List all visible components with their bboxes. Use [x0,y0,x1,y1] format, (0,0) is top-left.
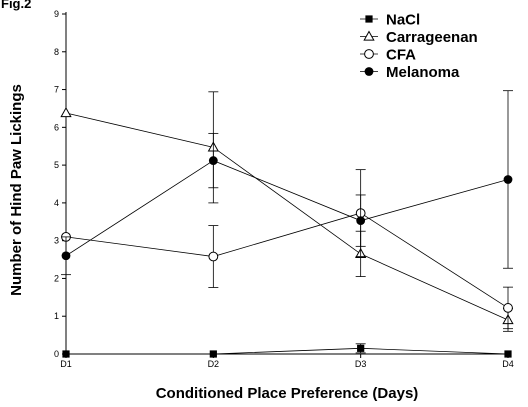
series-line [65,112,509,321]
data-point [62,350,70,358]
data-point [209,350,217,358]
data-point [503,303,513,313]
y-tick-label: 9 [54,9,59,19]
y-tick-label: 6 [54,122,59,132]
y-tick-label: 4 [54,198,59,208]
x-tick-label: D2 [208,359,220,369]
y-tick-label: 1 [54,311,59,321]
series-line [66,347,509,355]
data-point [356,216,366,226]
legend-label: Melanoma [386,64,460,81]
series-nacl [62,343,512,358]
y-tick-label: 0 [54,349,59,359]
data-point [61,251,71,261]
legend-marker [364,67,374,76]
data-point [357,344,365,352]
legend-marker [363,30,375,41]
series-line [65,160,509,257]
data-point [208,156,218,165]
y-tick-label: 7 [54,85,59,95]
legend-label: Carrageenan [386,29,478,46]
data-point [60,106,72,118]
x-tick-label: D1 [60,359,72,369]
legend-item-melanoma: Melanoma [360,64,460,81]
series-cfa [61,169,513,330]
y-axis-label: Number of Hind Paw Lickings [8,84,25,296]
series-melanoma [61,90,513,276]
y-tick-label: 8 [54,47,59,57]
series-line [65,212,509,309]
x-axis-label: Conditioned Place Preference (Days) [156,385,419,402]
axes: 0 1 2 3 4 5 6 7 8 9 D1 D2 D3 D4 [54,9,514,369]
x-tick-label: D3 [355,359,367,369]
series-layer [60,90,514,358]
legend-item-cfa: CFA [360,47,416,64]
data-point [504,350,512,358]
series-carrageenan [60,91,514,332]
data-point [503,175,513,184]
legend-marker [365,15,373,23]
figure-label: Fig.2 [1,0,32,11]
x-tick-label: D4 [502,359,514,369]
data-point [208,251,219,262]
y-tick-label: 5 [54,160,59,170]
legend-marker [364,49,374,59]
legend-label: NaCl [386,12,420,29]
legend-item-nacl: NaCl [360,12,420,29]
legend-item-carrageenan: Carrageenan [360,29,478,46]
y-tick-label: 2 [54,273,59,283]
y-tick-label: 3 [54,236,59,246]
legend-label: CFA [386,47,416,64]
